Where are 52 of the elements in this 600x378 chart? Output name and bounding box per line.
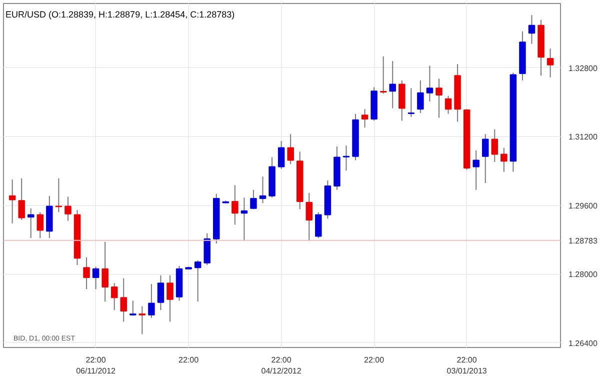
candlestick bbox=[120, 278, 127, 322]
candlestick bbox=[472, 150, 480, 190]
y-tick-label: 1.31200 bbox=[568, 132, 598, 142]
candlestick bbox=[259, 176, 266, 204]
candlestick bbox=[157, 274, 164, 311]
candlestick bbox=[130, 300, 136, 316]
y-tick-label: 1.29600 bbox=[568, 201, 598, 210]
candlestick bbox=[380, 56, 387, 94]
candlestick bbox=[148, 283, 155, 318]
x-tick-label: 22:00 bbox=[364, 356, 385, 364]
candlestick bbox=[8, 179, 16, 224]
candlestick bbox=[110, 282, 118, 311]
candlestick bbox=[27, 208, 34, 238]
candlestick bbox=[500, 147, 508, 172]
y-tick-label: 1.26400 bbox=[568, 338, 598, 348]
candlestick bbox=[55, 178, 62, 213]
candlestick bbox=[361, 108, 368, 128]
candlestick bbox=[102, 241, 108, 302]
candlestick bbox=[436, 78, 442, 118]
candlestick bbox=[546, 48, 554, 78]
candlestick bbox=[240, 197, 248, 242]
candlestick bbox=[342, 145, 350, 172]
candlestick bbox=[389, 60, 396, 109]
candlestick bbox=[417, 80, 424, 114]
candlestick bbox=[287, 134, 294, 165]
candlestick bbox=[482, 134, 489, 184]
x-tick-label: 22:00 04/12/2012 bbox=[261, 356, 302, 376]
y-tick-label: 1.32800 bbox=[568, 64, 598, 73]
candlestick bbox=[64, 196, 72, 222]
candlestick bbox=[36, 212, 44, 238]
candlestick bbox=[232, 184, 238, 226]
candlestick bbox=[138, 306, 146, 335]
candlestick bbox=[250, 189, 257, 210]
candlestick bbox=[278, 140, 285, 170]
candlestick bbox=[315, 212, 322, 238]
ref-line-label: 1.28783 bbox=[568, 236, 598, 246]
candlestick bbox=[444, 95, 452, 114]
x-tick-label: 22:00 bbox=[178, 356, 200, 364]
candlestick bbox=[408, 88, 415, 118]
candlestick bbox=[166, 274, 174, 322]
candlestick bbox=[306, 192, 313, 242]
candlestick bbox=[528, 14, 536, 44]
candlestick bbox=[92, 266, 100, 290]
candlestick bbox=[83, 256, 90, 290]
x-tick-label: 22:00 03/01/2013 bbox=[446, 356, 488, 376]
candlestick bbox=[18, 178, 25, 220]
text: EUR/USD (O:1.28839, H:1.28879, L:1.28454, C:1.28783) bbox=[6, 10, 235, 20]
x-tick-label: 22:00 06/11/2012 bbox=[76, 356, 116, 376]
y-tick-label: 1.28000 bbox=[568, 270, 598, 280]
candlestick bbox=[426, 65, 434, 102]
candlestick bbox=[491, 128, 498, 162]
candlestick bbox=[194, 260, 202, 302]
